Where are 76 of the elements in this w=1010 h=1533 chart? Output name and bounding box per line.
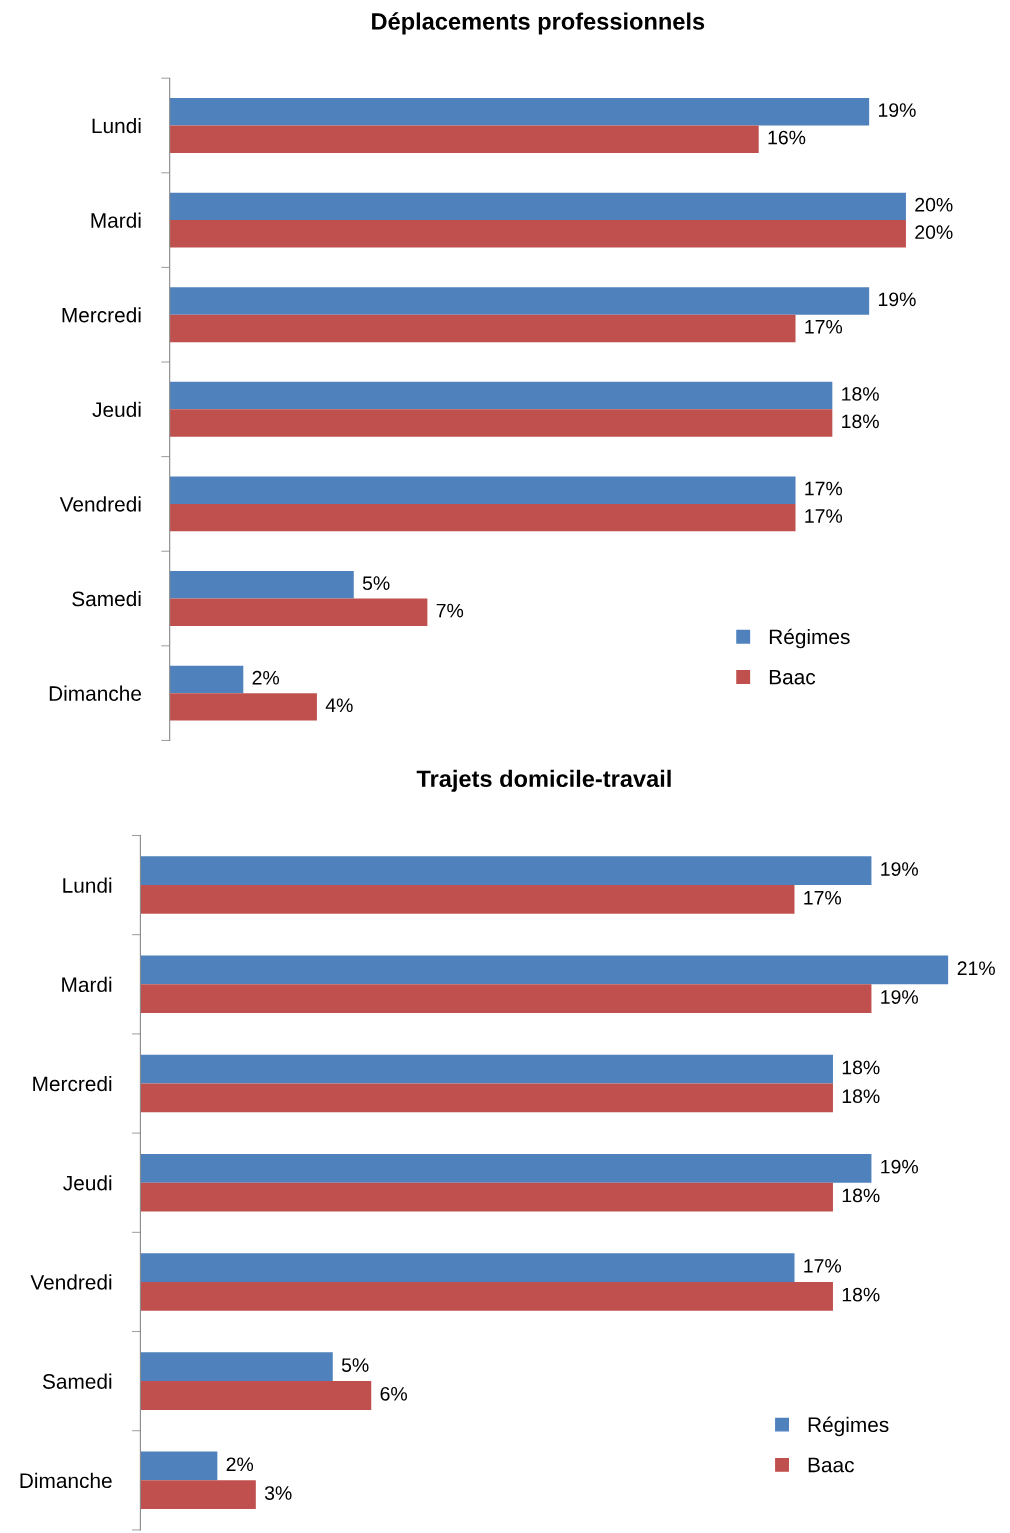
- bar: [140, 1381, 372, 1410]
- data-label: 7%: [436, 603, 464, 618]
- data-label: 18%: [842, 1060, 880, 1075]
- y-tick-label: Dimanche: [49, 685, 141, 701]
- bar: [169, 598, 428, 626]
- data-label: 18%: [842, 1188, 880, 1203]
- y-tick-label: Jeudi: [63, 1175, 112, 1191]
- y-tick-label: Samedi: [42, 1373, 112, 1389]
- data-label: 17%: [805, 509, 843, 523]
- bar: [169, 314, 796, 343]
- y-tick-label: Lundi: [92, 117, 141, 134]
- y-tick-label: Mardi: [62, 976, 112, 993]
- bar: [140, 1451, 218, 1481]
- data-label: 20%: [915, 225, 953, 240]
- bar: [140, 1352, 333, 1382]
- legend-label: Baac: [808, 1457, 854, 1473]
- bar: [169, 503, 796, 532]
- bar: [169, 693, 317, 721]
- bar: [169, 571, 354, 599]
- data-label: 18%: [842, 1089, 880, 1104]
- data-label: 3%: [264, 1486, 292, 1500]
- y-tick-label: Lundi: [63, 877, 112, 893]
- bar: [169, 192, 906, 221]
- bar: [169, 220, 906, 248]
- bar: [140, 955, 949, 985]
- legend-label: Régimes: [808, 1416, 889, 1437]
- y-tick-label: Samedi: [72, 590, 141, 607]
- data-label: 5%: [362, 576, 390, 591]
- bar: [140, 1281, 833, 1311]
- bar: [140, 885, 795, 914]
- y-tick-label: Mercredi: [62, 307, 141, 323]
- bar: [169, 665, 244, 694]
- data-label: 5%: [341, 1358, 369, 1372]
- bar: [169, 409, 833, 437]
- y-tick-label: Dimanche: [20, 1472, 112, 1489]
- data-label: 19%: [881, 862, 918, 876]
- y-tick-label: Vendredi: [30, 1274, 112, 1290]
- data-label: 6%: [380, 1386, 407, 1401]
- data-label: 19%: [881, 990, 918, 1004]
- data-label: 2%: [226, 1457, 254, 1472]
- bar: [169, 381, 833, 410]
- chart-title: Déplacements professionnels: [372, 12, 705, 35]
- bar: [140, 1083, 833, 1113]
- data-label: 20%: [915, 197, 953, 212]
- data-label: 2%: [252, 670, 280, 685]
- data-label: 17%: [805, 319, 843, 334]
- data-label: 21%: [957, 961, 995, 976]
- bar: [169, 476, 796, 504]
- y-tick-label: Vendredi: [59, 496, 141, 512]
- data-label: 18%: [842, 1287, 880, 1302]
- data-label: 17%: [804, 1259, 842, 1273]
- data-label: 19%: [878, 103, 916, 117]
- bar: [140, 1182, 833, 1212]
- bar: [169, 98, 870, 126]
- data-label: 18%: [842, 414, 879, 429]
- bar: [140, 1253, 795, 1282]
- legend-label: Baac: [769, 669, 816, 685]
- data-label: 19%: [881, 1159, 918, 1174]
- legend-label: Régimes: [769, 628, 850, 649]
- bar: [140, 984, 872, 1014]
- data-label: 18%: [842, 387, 879, 401]
- data-label: 19%: [878, 292, 916, 307]
- data-label: 17%: [805, 481, 843, 496]
- y-tick-label: Mardi: [91, 212, 141, 228]
- bar: [140, 856, 872, 886]
- chart-title: Trajets domicile-travail: [416, 769, 671, 792]
- bar: [169, 125, 759, 153]
- bar: [140, 1054, 833, 1084]
- data-label: 16%: [768, 130, 806, 145]
- bar: [140, 1153, 872, 1183]
- bar: [140, 1480, 256, 1510]
- y-tick-label: Mercredi: [33, 1075, 112, 1092]
- bar: [169, 287, 870, 315]
- y-tick-label: Jeudi: [92, 401, 141, 418]
- data-label: 4%: [325, 698, 353, 712]
- data-label: 17%: [804, 891, 842, 905]
